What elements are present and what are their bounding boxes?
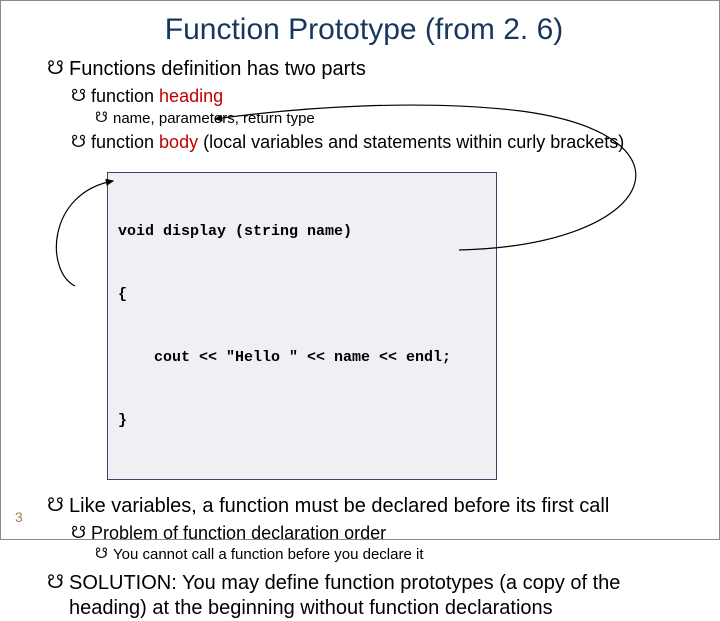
text-highlight-heading: heading (159, 86, 223, 106)
text-highlight-body: body (159, 132, 198, 152)
code-open-brace: { (118, 284, 486, 305)
bullet-like-variables: Like variables, a function must be decla… (47, 494, 691, 519)
code-statement: cout << "Hello " << name << endl; (118, 347, 486, 368)
bullet-function-body: function body (local variables and state… (71, 131, 691, 154)
text-prefix: function (91, 86, 159, 106)
code-signature: void display (string name) (118, 221, 486, 242)
code-close-brace: } (118, 410, 486, 431)
text-prefix: function (91, 132, 159, 152)
bullet-function-heading: function heading (71, 85, 691, 108)
code-example-box: void display (string name) { cout << "He… (107, 172, 497, 480)
bullet-problem-order: Problem of function declaration order (71, 522, 691, 545)
bullet-cannot-call: You cannot call a function before you de… (95, 546, 691, 565)
slide-number: 3 (15, 509, 23, 525)
slide-title: Function Prototype (from 2. 6) (37, 13, 691, 47)
bullet-functions-definition: Functions definition has two parts (47, 57, 691, 82)
slide: Function Prototype (from 2. 6) Functions… (1, 1, 719, 539)
bullet-name-params-return: name, parameters, return type (95, 110, 691, 129)
bullet-solution: SOLUTION: You may define function protot… (47, 571, 691, 621)
text-suffix: (local variables and statements within c… (198, 132, 624, 152)
